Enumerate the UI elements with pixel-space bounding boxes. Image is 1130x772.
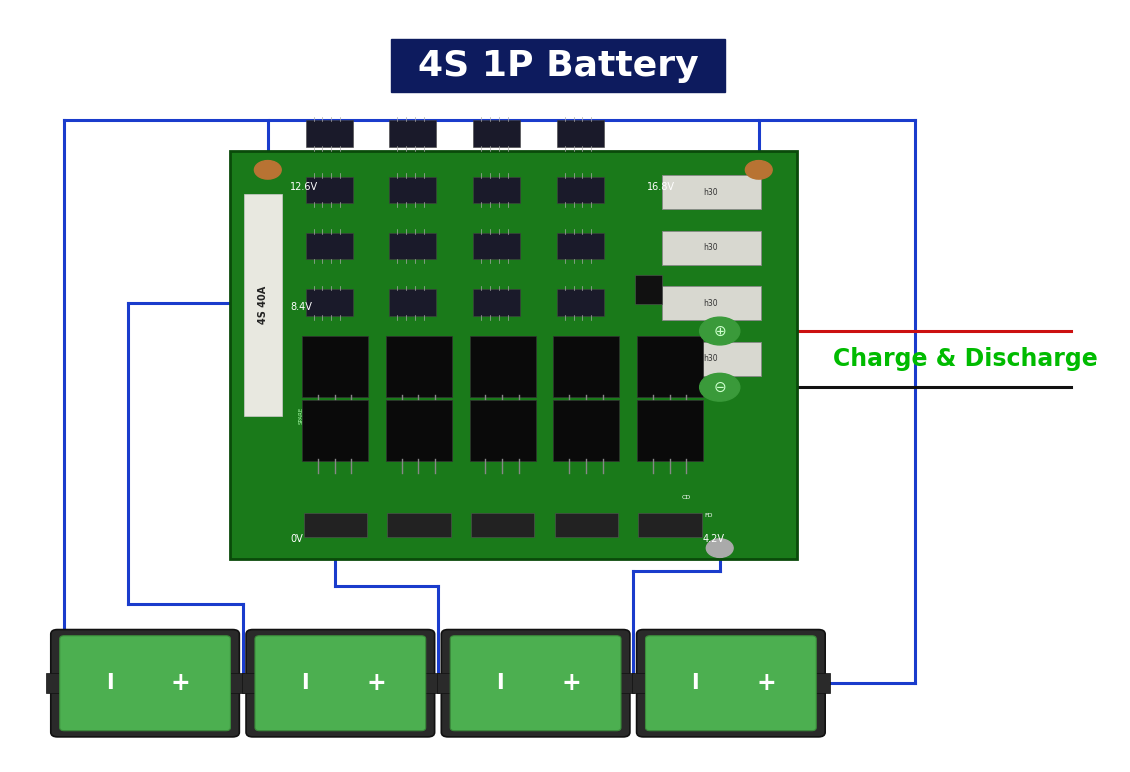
FancyBboxPatch shape [557,120,603,147]
FancyBboxPatch shape [60,636,231,730]
Circle shape [699,317,740,345]
FancyBboxPatch shape [557,177,603,203]
Text: +: + [562,671,581,696]
Text: I: I [496,673,504,693]
Text: h30: h30 [704,243,718,252]
FancyBboxPatch shape [473,177,520,203]
FancyBboxPatch shape [390,290,436,316]
FancyBboxPatch shape [386,400,452,461]
FancyBboxPatch shape [645,636,816,730]
Text: I: I [105,673,113,693]
FancyBboxPatch shape [246,629,435,736]
Text: CD: CD [681,496,690,500]
FancyBboxPatch shape [473,120,520,147]
FancyBboxPatch shape [386,336,452,397]
Text: 4S 40A: 4S 40A [259,286,268,324]
FancyBboxPatch shape [473,233,520,259]
FancyBboxPatch shape [554,336,619,397]
FancyBboxPatch shape [388,513,451,537]
FancyBboxPatch shape [242,673,260,693]
Text: I: I [301,673,308,693]
Text: h30: h30 [704,299,718,308]
Text: I: I [692,673,699,693]
FancyBboxPatch shape [636,629,825,736]
FancyBboxPatch shape [303,336,368,397]
Text: +: + [366,671,385,696]
FancyBboxPatch shape [255,636,426,730]
FancyBboxPatch shape [662,175,760,209]
FancyBboxPatch shape [244,194,282,416]
FancyBboxPatch shape [471,513,534,537]
FancyBboxPatch shape [557,233,603,259]
FancyBboxPatch shape [306,177,353,203]
FancyBboxPatch shape [303,400,368,461]
Circle shape [746,161,772,179]
FancyBboxPatch shape [306,290,353,316]
Text: 4.2V: 4.2V [703,534,725,543]
FancyBboxPatch shape [617,673,634,693]
Text: 8.4V: 8.4V [290,302,312,312]
FancyBboxPatch shape [662,342,760,376]
FancyBboxPatch shape [229,151,797,559]
Circle shape [254,161,281,179]
FancyBboxPatch shape [421,673,440,693]
FancyBboxPatch shape [51,629,240,736]
Text: +: + [171,671,191,696]
FancyBboxPatch shape [46,673,64,693]
FancyBboxPatch shape [450,636,622,730]
FancyBboxPatch shape [390,120,436,147]
Text: Charge & Discharge: Charge & Discharge [833,347,1097,371]
Circle shape [706,539,733,557]
Text: 4S 1P Battery: 4S 1P Battery [418,49,698,83]
FancyBboxPatch shape [555,513,618,537]
FancyBboxPatch shape [304,513,367,537]
FancyBboxPatch shape [390,177,436,203]
Text: 12.6V: 12.6V [290,181,319,191]
Text: ⊕: ⊕ [713,323,727,339]
FancyBboxPatch shape [637,336,703,397]
FancyBboxPatch shape [632,673,650,693]
Text: 0V: 0V [290,534,303,543]
Circle shape [699,374,740,401]
FancyBboxPatch shape [554,400,619,461]
Text: 16.8V: 16.8V [647,181,676,191]
FancyBboxPatch shape [390,233,436,259]
FancyBboxPatch shape [306,120,353,147]
FancyBboxPatch shape [557,290,603,316]
FancyBboxPatch shape [635,275,662,303]
FancyBboxPatch shape [470,336,536,397]
Text: FD: FD [704,513,713,518]
FancyBboxPatch shape [662,286,760,320]
FancyBboxPatch shape [442,629,629,736]
FancyBboxPatch shape [662,231,760,265]
FancyBboxPatch shape [226,673,244,693]
Text: ⊖: ⊖ [713,380,727,394]
FancyBboxPatch shape [473,290,520,316]
Text: h30: h30 [704,188,718,197]
FancyBboxPatch shape [437,673,454,693]
FancyBboxPatch shape [306,233,353,259]
Text: h30: h30 [704,354,718,364]
FancyBboxPatch shape [811,673,829,693]
FancyBboxPatch shape [638,513,702,537]
FancyBboxPatch shape [391,39,725,92]
FancyBboxPatch shape [470,400,536,461]
Text: +: + [757,671,776,696]
Text: SPARE: SPARE [298,407,304,424]
FancyBboxPatch shape [637,400,703,461]
